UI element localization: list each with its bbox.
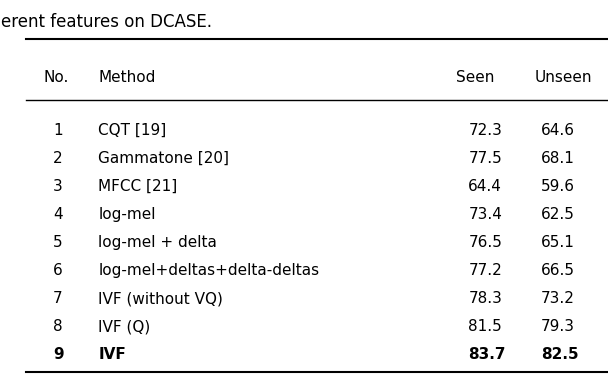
Text: 64.6: 64.6 [541, 123, 575, 138]
Text: 2: 2 [53, 151, 63, 166]
Text: log-mel+deltas+delta-deltas: log-mel+deltas+delta-deltas [98, 263, 320, 278]
Text: No.: No. [44, 70, 69, 85]
Text: 62.5: 62.5 [541, 207, 575, 222]
Text: 77.2: 77.2 [468, 263, 502, 278]
Text: 6: 6 [53, 263, 63, 278]
Text: Unseen: Unseen [535, 70, 592, 85]
Text: 3: 3 [53, 179, 63, 194]
Text: 8: 8 [53, 319, 63, 334]
Text: erent features on DCASE.: erent features on DCASE. [1, 13, 212, 31]
Text: 68.1: 68.1 [541, 151, 575, 166]
Text: 73.2: 73.2 [541, 291, 575, 306]
Text: MFCC [21]: MFCC [21] [98, 179, 178, 194]
Text: 65.1: 65.1 [541, 235, 575, 250]
Text: log-mel: log-mel [98, 207, 156, 222]
Text: 79.3: 79.3 [541, 319, 575, 334]
Text: 7: 7 [53, 291, 63, 306]
Text: 4: 4 [53, 207, 63, 222]
Text: log-mel + delta: log-mel + delta [98, 235, 217, 250]
Text: IVF: IVF [98, 347, 126, 362]
Text: Gammatone [20]: Gammatone [20] [98, 151, 229, 166]
Text: 77.5: 77.5 [468, 151, 502, 166]
Text: 5: 5 [53, 235, 63, 250]
Text: 1: 1 [53, 123, 63, 138]
Text: Method: Method [98, 70, 156, 85]
Text: 76.5: 76.5 [468, 235, 502, 250]
Text: 9: 9 [53, 347, 63, 362]
Text: 59.6: 59.6 [541, 179, 575, 194]
Text: 72.3: 72.3 [468, 123, 502, 138]
Text: CQT [19]: CQT [19] [98, 123, 167, 138]
Text: 83.7: 83.7 [468, 347, 506, 362]
Text: Seen: Seen [456, 70, 495, 85]
Text: 82.5: 82.5 [541, 347, 579, 362]
Text: 64.4: 64.4 [468, 179, 502, 194]
Text: IVF (Q): IVF (Q) [98, 319, 151, 334]
Text: IVF (without VQ): IVF (without VQ) [98, 291, 223, 306]
Text: 81.5: 81.5 [468, 319, 502, 334]
Text: 73.4: 73.4 [468, 207, 502, 222]
Text: 78.3: 78.3 [468, 291, 502, 306]
Text: 66.5: 66.5 [541, 263, 575, 278]
